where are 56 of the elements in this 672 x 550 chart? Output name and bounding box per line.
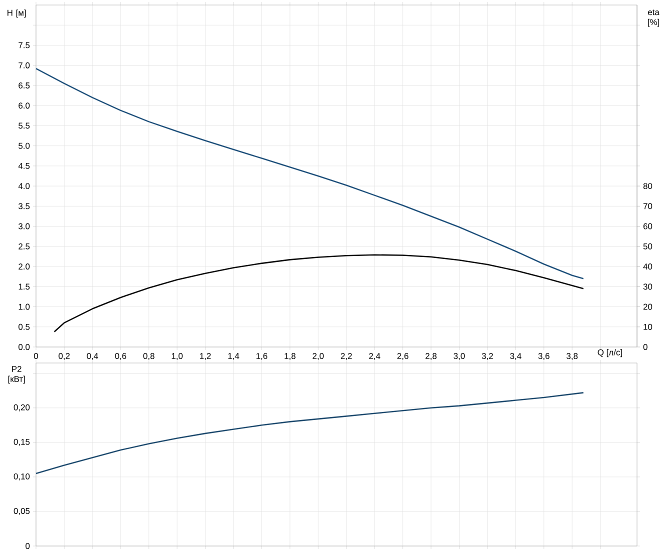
y-tick-label: 3.0 [18,223,30,230]
y-tick-label: 0,20 [14,404,30,412]
y-tick-label: 5.5 [18,122,30,129]
y-tick-label: 2.0 [18,264,30,270]
x-tick-label: 0,4 [86,353,98,360]
x-tick-label: 2,6 [397,353,408,360]
x-tick-label: 0 [34,353,38,360]
y-tick-label: 0.5 [18,324,30,330]
y2-tick-label: 40 [643,264,652,270]
y2-tick-label: 80 [643,183,652,190]
x-tick-label: 1,6 [256,353,268,360]
line-series [54,254,584,332]
y-tick-label: 0,05 [14,508,30,515]
y2-axis-title: eta [%] [648,10,660,27]
y-tick-label: 6.0 [18,102,30,109]
x-tick-label: 0,8 [143,353,154,360]
y2-tick-label: 60 [643,223,652,230]
x-tick-label: 2,2 [340,353,352,360]
x-axis-title: Q [л/с] [598,349,622,358]
x-tick-label: 3,8 [566,353,578,360]
x-tick-label: 2,0 [312,353,324,360]
x-tick-label: 1,2 [200,353,211,360]
x-tick-label: 2,4 [369,353,380,360]
y2-tick-label: 20 [643,304,652,310]
y-tick-label: 7.0 [18,62,30,68]
x-tick-label: 0,6 [115,353,126,360]
y-tick-label: 2.5 [18,243,30,250]
x-tick-label: 3,2 [482,353,493,360]
line-series [35,68,584,280]
y-tick-label: 7.5 [18,42,30,48]
y2-tick-label: 0 [643,344,648,350]
x-tick-label: 0,2 [58,353,70,360]
y2-tick-label: 50 [643,243,652,250]
x-tick-label: 2,8 [426,353,437,360]
x-tick-label: 1,4 [228,353,240,360]
x-tick-label: 1,8 [284,353,296,360]
y2-tick-label: 70 [643,203,652,210]
y-tick-label: 0 [26,543,30,549]
y-tick-label: 0.0 [18,344,30,350]
y-tick-label: 0,15 [14,438,30,446]
y-tick-label: 1.0 [18,304,30,310]
x-tick-label: 1,0 [172,353,183,360]
y-tick-label: 5.0 [18,142,30,149]
x-tick-label: 3,0 [454,353,465,360]
y-tick-label: 4.0 [18,183,30,190]
y-tick-label: 4.5 [18,162,30,169]
y2-tick-label: 30 [643,284,652,290]
y-tick-label: 1.5 [18,284,30,290]
y-tick-label: 6.5 [18,82,30,88]
y-tick-label: 3.5 [18,203,30,210]
y-axis-title: P2 [кВт] [8,366,25,384]
y2-tick-label: 10 [644,324,652,330]
y-tick-label: 0,10 [14,473,30,480]
y-axis-title: H [м] [8,10,26,18]
x-tick-label: 3,6 [538,353,550,360]
x-tick-label: 3,4 [510,353,522,360]
